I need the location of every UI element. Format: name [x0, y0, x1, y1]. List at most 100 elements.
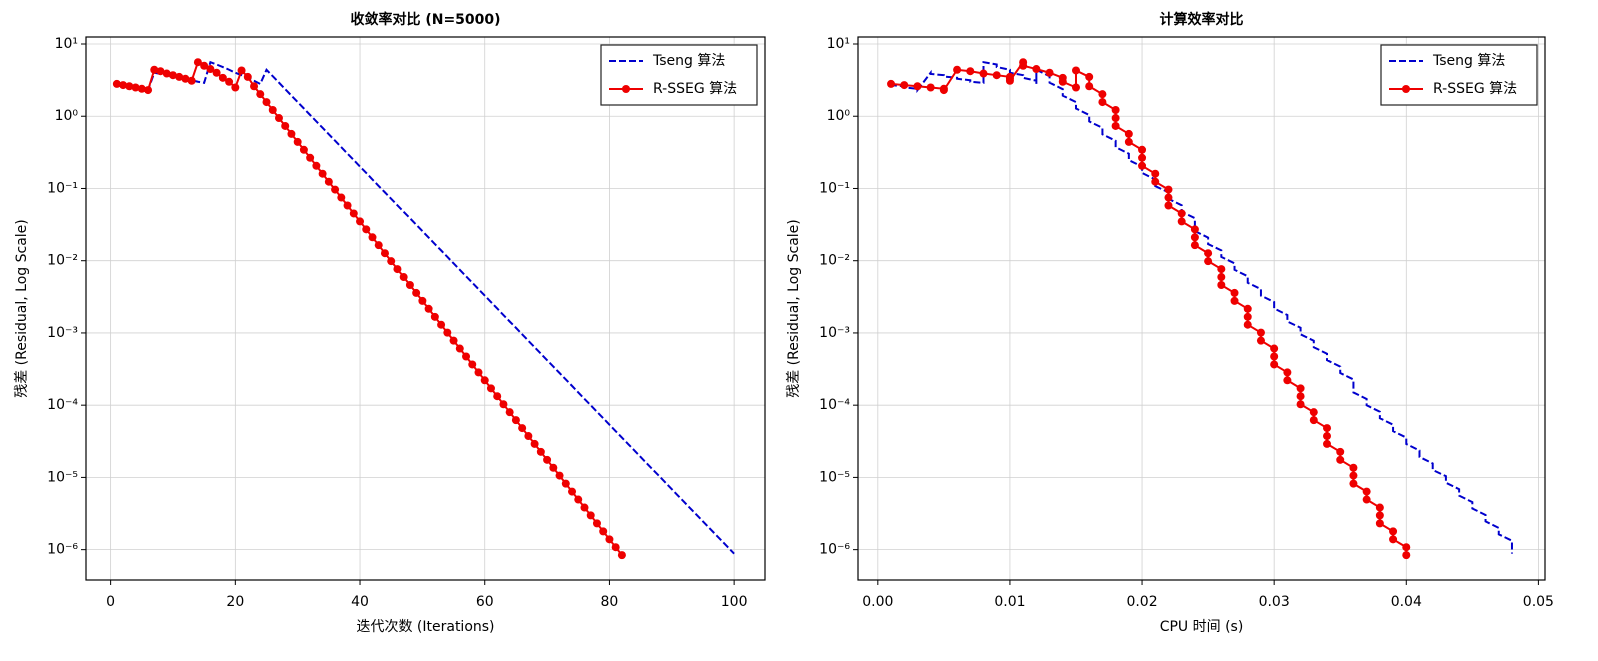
- data-point: [1309, 408, 1318, 417]
- data-point: [617, 551, 626, 560]
- data-point: [913, 82, 922, 91]
- data-point: [1296, 392, 1305, 401]
- data-point: [243, 72, 252, 81]
- data-point: [430, 312, 439, 321]
- x-tick-label: 0.04: [1391, 594, 1422, 610]
- data-point: [1296, 384, 1305, 393]
- data-point: [939, 86, 948, 95]
- data-point: [343, 201, 352, 210]
- data-point: [1230, 296, 1239, 305]
- data-point: [399, 273, 408, 282]
- data-point: [231, 83, 240, 92]
- data-point: [443, 328, 452, 337]
- data-point: [1402, 543, 1411, 552]
- y-tick-label: 10⁻⁵: [819, 469, 850, 485]
- data-point: [449, 336, 458, 345]
- data-point: [611, 543, 620, 552]
- legend-label: R-SSEG 算法: [1433, 81, 1517, 97]
- data-point: [1362, 487, 1371, 496]
- x-tick-label: 40: [351, 594, 369, 610]
- data-point: [1375, 503, 1384, 512]
- x-tick-label: 0.00: [862, 594, 893, 610]
- data-point: [368, 233, 377, 242]
- data-point: [518, 424, 527, 433]
- data-point: [505, 408, 514, 417]
- data-point: [312, 161, 321, 170]
- data-point: [112, 79, 121, 88]
- data-point: [206, 65, 215, 74]
- data-point: [1085, 72, 1094, 81]
- data-point: [374, 241, 383, 250]
- data-point: [1270, 352, 1279, 361]
- data-point: [274, 114, 283, 123]
- data-point: [318, 169, 327, 178]
- data-point: [137, 84, 146, 93]
- data-point: [1164, 193, 1173, 202]
- data-point: [437, 320, 446, 329]
- data-point: [250, 82, 259, 91]
- data-point: [1217, 273, 1226, 282]
- data-point: [1190, 241, 1199, 250]
- data-point: [555, 471, 564, 480]
- x-tick-label: 0.01: [994, 594, 1025, 610]
- data-point: [1243, 304, 1252, 313]
- data-point: [474, 368, 483, 377]
- x-tick-label: 100: [721, 594, 748, 610]
- data-point: [1058, 77, 1067, 86]
- data-point: [462, 352, 471, 361]
- data-point: [1256, 328, 1265, 337]
- data-point: [493, 392, 502, 401]
- data-point: [181, 74, 190, 83]
- legend-label: Tseng 算法: [1432, 53, 1505, 69]
- data-point: [1349, 479, 1358, 488]
- x-tick-label: 0.02: [1126, 594, 1157, 610]
- data-point: [393, 265, 402, 274]
- data-point: [119, 81, 128, 90]
- data-point: [530, 439, 539, 448]
- data-point: [331, 185, 340, 194]
- data-point: [306, 153, 315, 162]
- data-point: [1283, 368, 1292, 377]
- legend-marker: [622, 85, 630, 93]
- y-tick-label: 10⁰: [55, 108, 79, 124]
- y-tick-label: 10⁻⁵: [47, 469, 78, 485]
- data-point: [574, 495, 583, 504]
- data-point: [349, 209, 358, 218]
- data-point: [418, 296, 427, 305]
- chart-title: 收敛率对比 (N=5000): [350, 11, 500, 28]
- legend-label: R-SSEG 算法: [653, 81, 737, 97]
- data-point: [1375, 519, 1384, 528]
- axes-frame: [857, 36, 1546, 581]
- y-tick-label: 10⁻¹: [819, 180, 850, 196]
- data-point: [1323, 424, 1332, 433]
- data-point: [480, 376, 489, 385]
- x-tick-label: 60: [476, 594, 494, 610]
- data-point: [966, 67, 975, 76]
- data-point: [599, 527, 608, 536]
- data-point: [356, 217, 365, 226]
- series-line: [116, 60, 735, 555]
- data-point: [543, 455, 552, 464]
- data-point: [362, 225, 371, 234]
- data-point: [212, 68, 221, 77]
- data-point: [580, 503, 589, 512]
- data-point: [455, 344, 464, 353]
- legend-marker: [1402, 85, 1410, 93]
- series-line: [890, 60, 1513, 554]
- legend-label: Tseng 算法: [652, 53, 725, 69]
- data-point: [125, 82, 134, 91]
- data-point: [1190, 233, 1199, 242]
- data-point: [256, 90, 265, 99]
- data-point: [262, 98, 271, 107]
- data-point: [900, 81, 909, 90]
- data-point: [131, 83, 140, 92]
- data-point: [1098, 90, 1107, 99]
- data-point: [1098, 98, 1107, 107]
- x-tick-label: 0.05: [1523, 594, 1554, 610]
- data-point: [992, 71, 1001, 80]
- data-point: [1045, 68, 1054, 77]
- data-point: [1362, 495, 1371, 504]
- data-point: [1177, 209, 1186, 218]
- axes-frame: [85, 36, 766, 581]
